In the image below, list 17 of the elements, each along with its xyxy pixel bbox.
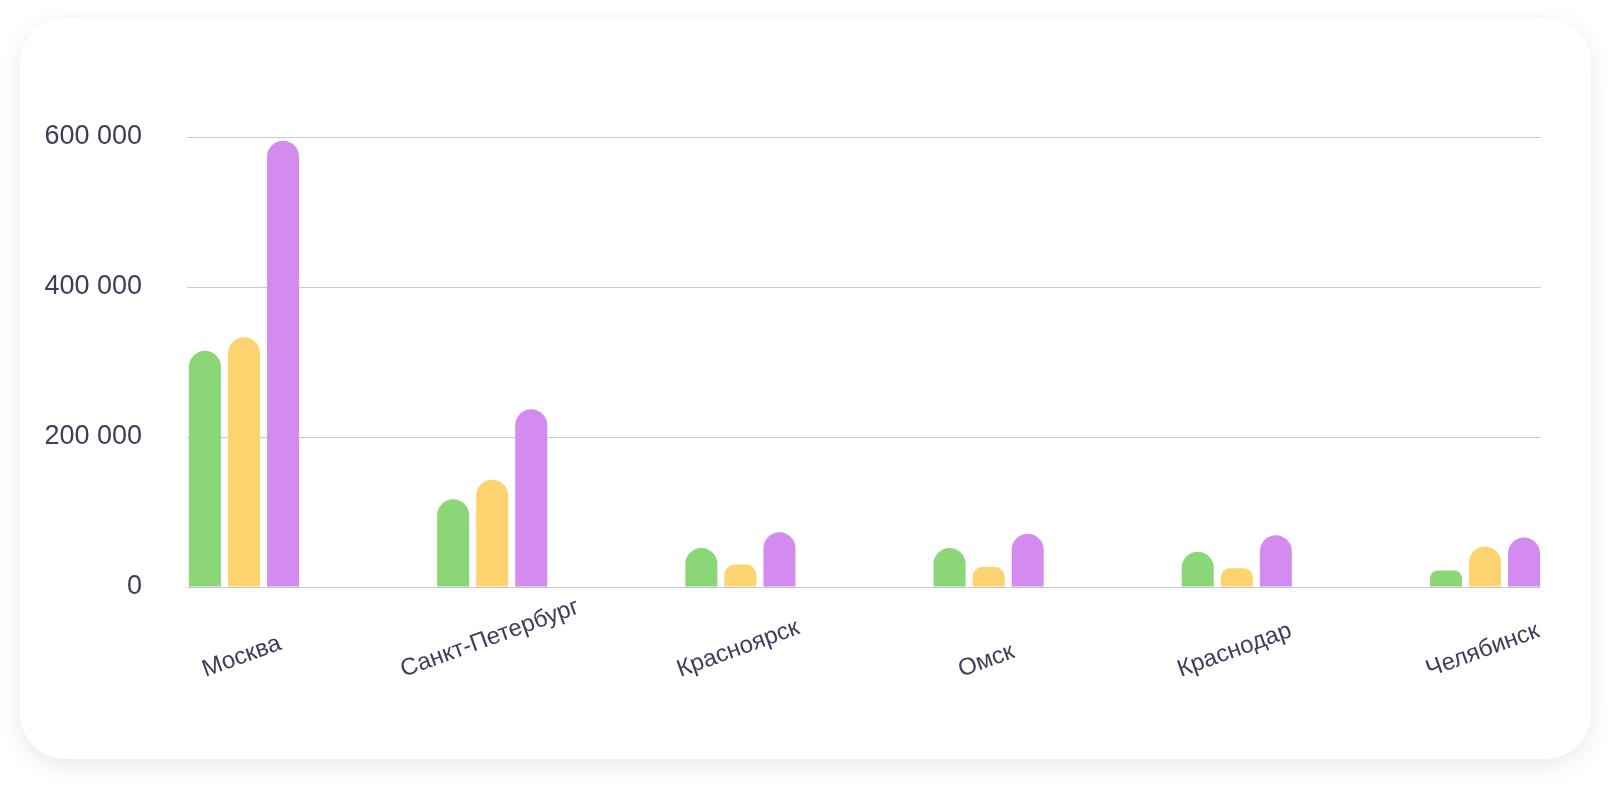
bar xyxy=(476,479,509,587)
bar xyxy=(1429,570,1462,587)
bar xyxy=(227,337,261,587)
x-tick-label: Москва xyxy=(197,628,285,682)
y-tick-label: 400 000 xyxy=(44,270,142,301)
y-tick-label: 0 xyxy=(126,570,142,601)
bar xyxy=(1011,533,1044,587)
bar xyxy=(1220,568,1253,587)
x-tick-label: Омск xyxy=(953,636,1018,682)
bar xyxy=(188,350,221,587)
bar xyxy=(515,409,548,587)
bar xyxy=(267,140,300,587)
bar xyxy=(1259,535,1292,587)
y-tick-label: 600 000 xyxy=(44,120,142,151)
bar xyxy=(763,532,796,587)
y-tick-label: 200 000 xyxy=(44,420,142,451)
bar xyxy=(437,499,470,587)
